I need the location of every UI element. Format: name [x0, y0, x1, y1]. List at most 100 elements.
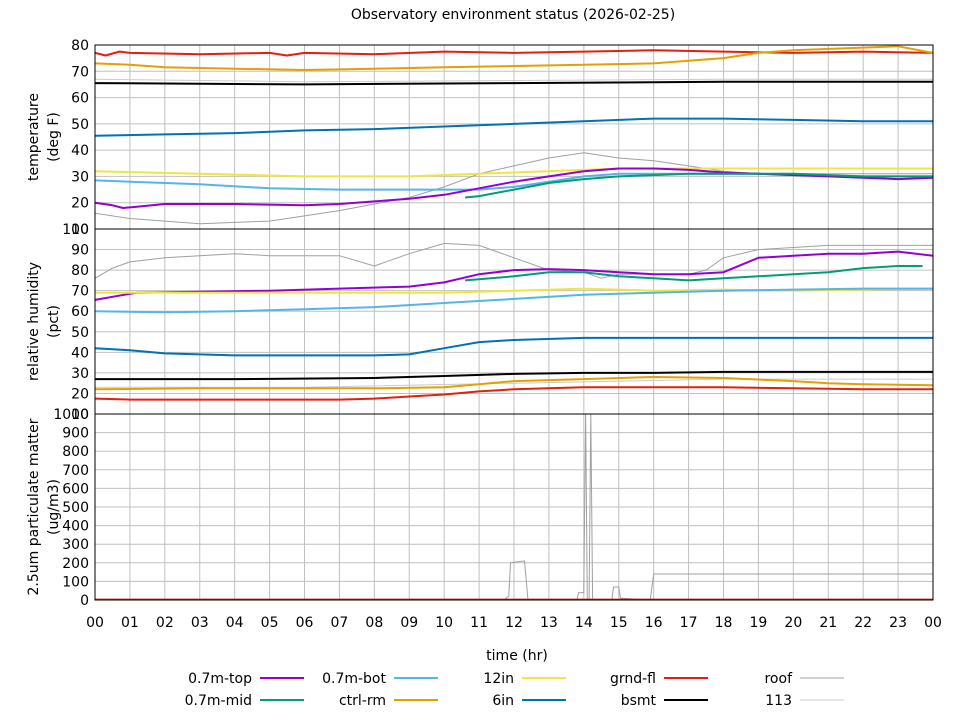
- x-tick-label: 23: [889, 615, 907, 631]
- series-line-113: [95, 78, 933, 83]
- series-line-0.7m-bot: [95, 287, 933, 314]
- y-tick-label: 90: [71, 243, 89, 259]
- x-tick-label: 05: [261, 615, 279, 631]
- y-tick-label: 40: [71, 143, 89, 159]
- x-tick-label: 00: [924, 615, 942, 631]
- y-tick-label: 80: [71, 38, 89, 54]
- x-tick-label: 08: [365, 615, 383, 631]
- y-tick-label: 70: [71, 64, 89, 80]
- legend-label: bsmt: [621, 693, 657, 709]
- y-tick-label: 70: [71, 284, 89, 300]
- legend-label: ctrl-rm: [339, 693, 386, 709]
- series-line-0.7m-mid: [465, 265, 923, 282]
- x-axis-label: time (hr): [486, 648, 548, 664]
- series-line-bsmt: [95, 80, 933, 86]
- x-tick-label: 22: [854, 615, 872, 631]
- legend-label: grnd-fl: [610, 671, 656, 687]
- legend-label: 113: [765, 693, 792, 709]
- panel-1: 10 20 30 40 50 60 70 80 90 100 relative humidity (p…: [26, 222, 934, 423]
- series-line-bsmt: [95, 370, 933, 381]
- legend: 0.7m-top 0.7m-mid 0.7m-bot ctrl-rm 12in 6in gr…: [185, 671, 844, 709]
- y-tick-label: 100: [62, 574, 89, 590]
- y-axis-label: (pct): [46, 305, 62, 338]
- x-tick-label: 04: [226, 615, 244, 631]
- y-tick-label: 900: [62, 426, 89, 442]
- y-axis-label: temperature: [26, 93, 42, 181]
- y-axis-label: (deg F): [46, 112, 62, 162]
- series-line-grnd-fl: [95, 386, 933, 401]
- series-line-12in: [95, 287, 933, 294]
- y-tick-label: 1000: [53, 407, 89, 423]
- series-line-6in: [95, 336, 933, 357]
- x-tick-label: 11: [470, 615, 488, 631]
- y-tick-label: 0: [80, 593, 89, 609]
- x-tick-label: 07: [331, 615, 349, 631]
- x-tick-label: 03: [191, 615, 209, 631]
- y-tick-label: 300: [62, 537, 89, 553]
- legend-label: 0.7m-top: [188, 671, 252, 687]
- series-line-roof: [95, 242, 933, 279]
- x-tick-label: 10: [435, 615, 453, 631]
- y-tick-label: 100: [62, 222, 89, 238]
- x-tick-label: 02: [156, 615, 174, 631]
- legend-label: 6in: [492, 693, 514, 709]
- y-tick-label: 10: [71, 222, 89, 238]
- y-axis-label: (ug/m3): [46, 479, 62, 535]
- series-line-grnd-fl: [95, 49, 933, 57]
- y-tick-label: 60: [71, 91, 89, 107]
- y-tick-label: 800: [62, 444, 89, 460]
- y-axis-label: relative humidity: [26, 262, 42, 381]
- series-line-ctrl-rm: [95, 45, 933, 71]
- x-tick-label: 20: [784, 615, 802, 631]
- series-group: [95, 45, 933, 225]
- chart-panels: 10 20 30 40 50 60 70 80 temperature (deg F) 10 20 30…: [26, 38, 934, 609]
- x-tick-label: 06: [296, 615, 314, 631]
- chart-title: Observatory environment status (2026-02-…: [351, 7, 675, 23]
- series-line-roof: [95, 414, 933, 600]
- x-tick-label: 15: [610, 615, 628, 631]
- x-tick-label: 21: [819, 615, 837, 631]
- y-tick-label: 50: [71, 325, 89, 341]
- x-tick-label: 01: [121, 615, 139, 631]
- x-tick-label: 14: [575, 615, 593, 631]
- panel-0: 10 20 30 40 50 60 70 80 temperature (deg F): [26, 38, 934, 238]
- x-tick-label: 18: [715, 615, 733, 631]
- y-tick-label: 400: [62, 519, 89, 535]
- x-tick-label: 19: [750, 615, 768, 631]
- y-tick-label: 20: [71, 386, 89, 402]
- series-line-12in: [95, 167, 933, 178]
- y-axis-label: 2.5um particulate matter: [26, 418, 42, 595]
- legend-label: roof: [764, 671, 793, 687]
- x-tick-label: 09: [400, 615, 418, 631]
- y-tick-label: 80: [71, 263, 89, 279]
- x-tick-label: 12: [505, 615, 523, 631]
- series-line-0.7m-top: [95, 167, 933, 209]
- y-tick-label: 60: [71, 304, 89, 320]
- series-line-0.7m-mid: [465, 172, 933, 199]
- series-line-ctrl-rm: [95, 376, 933, 391]
- legend-label: 0.7m-bot: [322, 671, 386, 687]
- series-line-6in: [95, 117, 933, 137]
- x-axis: 00 01 02 03 04 05 06 07 08 09 10 11 12 13 14 15 16 17 18 19…: [86, 615, 942, 631]
- x-tick-label: 13: [540, 615, 558, 631]
- y-tick-label: 500: [62, 500, 89, 516]
- y-tick-label: 50: [71, 117, 89, 133]
- panel-frame: [94, 413, 934, 601]
- y-tick-label: 200: [62, 556, 89, 572]
- series-line-113: [95, 378, 933, 388]
- y-tick-label: 30: [71, 366, 89, 382]
- series-group: [95, 242, 933, 401]
- legend-label: 12in: [483, 671, 514, 687]
- y-tick-label: 700: [62, 463, 89, 479]
- x-tick-label: 00: [86, 615, 104, 631]
- x-tick-label: 17: [680, 615, 698, 631]
- y-tick-label: 30: [71, 169, 89, 185]
- x-tick-label: 16: [645, 615, 663, 631]
- y-tick-label: 20: [71, 196, 89, 212]
- legend-label: 0.7m-mid: [185, 693, 252, 709]
- y-tick-label: 600: [62, 481, 89, 497]
- y-tick-label: 40: [71, 345, 89, 361]
- panel-2: 0 100 200 300 400 500 600 700 800 900 1000 2.5um pa…: [26, 407, 934, 609]
- y-tick-label: 10: [71, 407, 89, 423]
